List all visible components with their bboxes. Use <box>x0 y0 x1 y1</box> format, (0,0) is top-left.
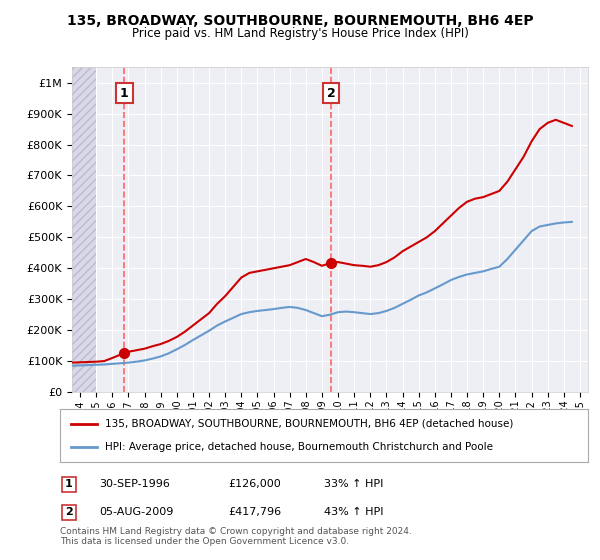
Text: Contains HM Land Registry data © Crown copyright and database right 2024.
This d: Contains HM Land Registry data © Crown c… <box>60 526 412 546</box>
Text: 05-AUG-2009: 05-AUG-2009 <box>99 507 173 517</box>
Text: 135, BROADWAY, SOUTHBOURNE, BOURNEMOUTH, BH6 4EP: 135, BROADWAY, SOUTHBOURNE, BOURNEMOUTH,… <box>67 14 533 28</box>
Text: Price paid vs. HM Land Registry's House Price Index (HPI): Price paid vs. HM Land Registry's House … <box>131 27 469 40</box>
Text: 2: 2 <box>327 87 335 100</box>
Text: 135, BROADWAY, SOUTHBOURNE, BOURNEMOUTH, BH6 4EP (detached house): 135, BROADWAY, SOUTHBOURNE, BOURNEMOUTH,… <box>105 419 513 429</box>
Text: 1: 1 <box>65 479 73 489</box>
Text: £126,000: £126,000 <box>228 479 281 489</box>
Text: £417,796: £417,796 <box>228 507 281 517</box>
Text: 1: 1 <box>120 87 129 100</box>
Text: HPI: Average price, detached house, Bournemouth Christchurch and Poole: HPI: Average price, detached house, Bour… <box>105 442 493 452</box>
Text: 43% ↑ HPI: 43% ↑ HPI <box>324 507 383 517</box>
Text: 30-SEP-1996: 30-SEP-1996 <box>99 479 170 489</box>
Text: 2: 2 <box>65 507 73 517</box>
Text: 33% ↑ HPI: 33% ↑ HPI <box>324 479 383 489</box>
